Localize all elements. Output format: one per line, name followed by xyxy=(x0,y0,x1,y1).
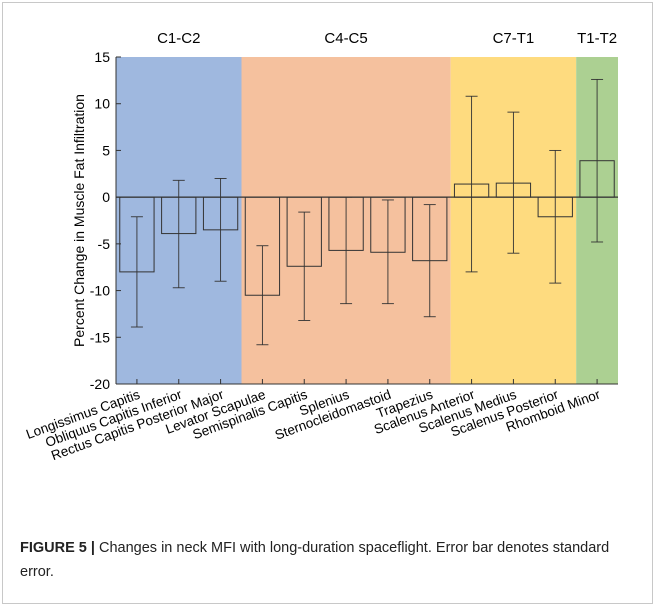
y-tick-label: 5 xyxy=(102,142,110,158)
chart: C1-C2 C4-C5 C7-T1 T1-T2151050-5-10-15-20Lon… xyxy=(24,30,618,463)
region-label: C7-T1 xyxy=(493,30,535,47)
bars xyxy=(116,78,618,346)
region-label: C4-C5 xyxy=(324,30,367,47)
axes xyxy=(115,56,618,385)
figure-caption: FIGURE 5 | Changes in neck MFI with long… xyxy=(20,536,635,584)
region-backgrounds xyxy=(116,57,618,384)
y-tick-label: 15 xyxy=(94,49,110,65)
region-label: C1-C2 xyxy=(157,30,200,47)
caption-text: Changes in neck MFI with long-duration s… xyxy=(20,540,610,580)
y-tick-label: -5 xyxy=(98,236,111,252)
y-tick-label: 10 xyxy=(94,96,110,112)
caption-lead: FIGURE 5 | xyxy=(20,540,95,556)
y-tick-label: -10 xyxy=(90,283,110,299)
y-tick-label: 0 xyxy=(102,189,110,205)
y-tick-label: -20 xyxy=(90,376,110,392)
y-tick-label: -15 xyxy=(90,329,110,345)
y-axis-title: Percent Change in Muscle Fat Infiltratio… xyxy=(71,94,87,347)
region-label: T1-T2 xyxy=(577,30,617,47)
